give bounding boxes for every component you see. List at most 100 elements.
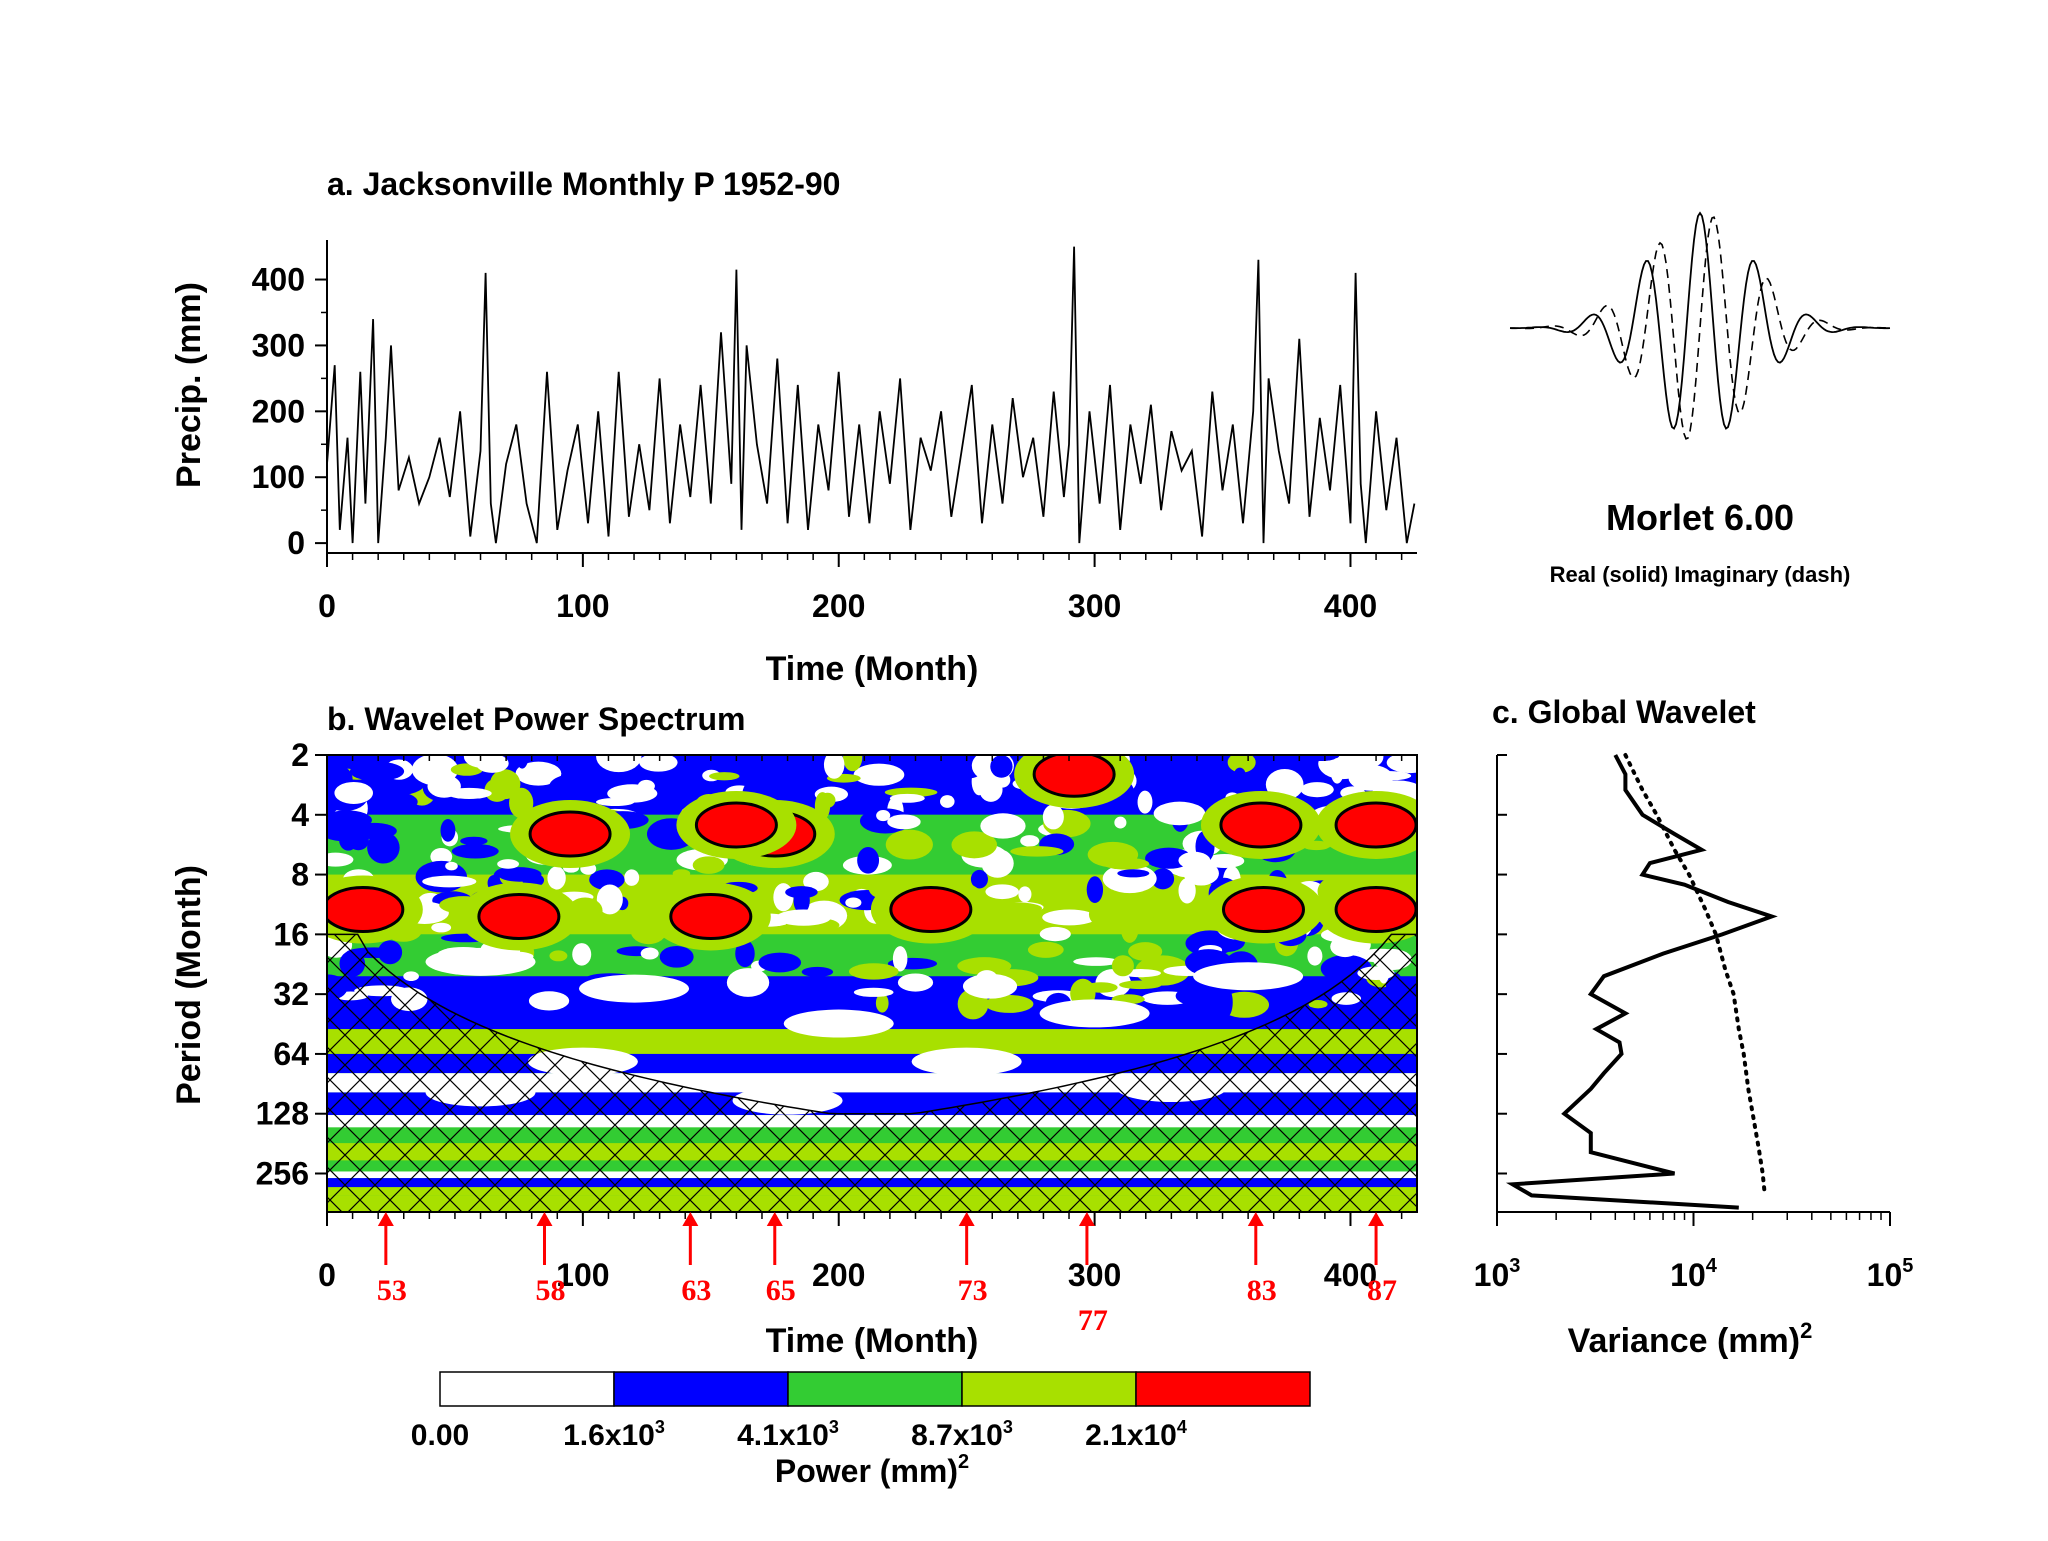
heatmap-cell xyxy=(403,971,419,982)
colorbar-tick-exp: 4 xyxy=(1177,1417,1187,1437)
colorbar-tick-label: 8.7x103 xyxy=(911,1417,1013,1452)
panel-a-ytick-label: 100 xyxy=(252,459,305,495)
heatmap-cell xyxy=(803,871,829,892)
panel-c-xtick-base: 10 xyxy=(1867,1257,1903,1293)
heatmap-cell xyxy=(848,963,899,980)
heatmap-cell xyxy=(460,836,488,846)
heatmap-cell xyxy=(1175,985,1227,1007)
colorbar-tick-label: 0.00 xyxy=(411,1419,469,1452)
heatmap-cell xyxy=(1199,756,1222,784)
panel-c-xlabel-sup: 2 xyxy=(1800,1318,1812,1343)
colorbar-tick-label: 4.1x103 xyxy=(737,1417,839,1452)
heatmap-cell xyxy=(857,846,880,874)
heatmap-cell xyxy=(845,897,862,908)
event-marker-label: 73 xyxy=(958,1274,988,1307)
heatmap-cell xyxy=(692,856,725,874)
heatmap-cell xyxy=(875,993,889,1013)
heatmap-cell xyxy=(889,793,925,803)
colorbar-segment xyxy=(961,1371,1137,1407)
heatmap-cell xyxy=(639,755,678,772)
event-marker-arrow-head xyxy=(377,1212,394,1226)
heatmap-cell xyxy=(985,884,1019,900)
panel-b-xtick-label: 200 xyxy=(812,1257,865,1293)
heatmap-cell xyxy=(726,968,770,997)
heatmap-cell xyxy=(1039,999,1150,1028)
heatmap-cell xyxy=(445,861,458,871)
event-marker-label: 58 xyxy=(535,1274,565,1307)
heatmap-cell xyxy=(897,973,934,992)
heatmap-cell xyxy=(547,866,566,890)
heatmap-cell xyxy=(853,987,894,997)
colorbar-label-base: Power (mm) xyxy=(775,1453,958,1489)
panel-a-xtick-label: 100 xyxy=(556,588,609,624)
heatmap-cell xyxy=(496,995,529,1010)
heatmap-cell xyxy=(1128,942,1163,961)
panel-a-ytick-label: 400 xyxy=(252,262,305,298)
panel-a: a. Jacksonville Monthly P 1952-90 Precip… xyxy=(170,166,1417,688)
heatmap-cell xyxy=(1102,857,1150,870)
global-wavelet-line xyxy=(1505,754,1778,1210)
panel-a-ytick-label: 0 xyxy=(287,525,305,561)
heatmap-cell xyxy=(823,755,845,779)
heatmap-cell xyxy=(981,848,1014,878)
event-marker-label: 65 xyxy=(766,1274,796,1307)
panel-c-xtick-base: 10 xyxy=(1670,1257,1706,1293)
colorbar-tick-base: 2.1x10 xyxy=(1085,1419,1177,1452)
panel-b-ytick-label: 16 xyxy=(273,916,309,952)
colorbar-tick-base: 0.00 xyxy=(411,1419,469,1452)
precip-series-line xyxy=(327,246,1416,544)
heatmap-cell xyxy=(776,909,831,926)
heatmap-cell xyxy=(1020,835,1040,847)
high-power-blob xyxy=(477,892,561,940)
heatmap-cell xyxy=(1010,846,1064,857)
heatmap-cell xyxy=(773,883,794,912)
heatmap-cell xyxy=(607,784,658,803)
colorbar-tick-base: 4.1x10 xyxy=(737,1419,829,1452)
heatmap-cell xyxy=(427,774,461,798)
heatmap-cell xyxy=(1307,946,1323,966)
panel-b-title: b. Wavelet Power Spectrum xyxy=(327,701,745,737)
heatmap-cell xyxy=(876,767,894,781)
panel-a-xtick-label: 200 xyxy=(812,588,865,624)
heatmap-cell xyxy=(1330,758,1344,784)
event-marker-label: 83 xyxy=(1247,1274,1277,1307)
high-power-blob xyxy=(1334,886,1417,934)
heatmap-cell xyxy=(1042,909,1097,926)
panel-b-axes: 2 4 8 16 32 64 128 256 0 100 200 300 400 xyxy=(256,737,1418,1293)
event-marker-label: 53 xyxy=(377,1274,407,1307)
colorbar-tick-exp: 3 xyxy=(829,1417,839,1437)
colorbar-segment xyxy=(1135,1371,1311,1407)
panel-c-xtick-exp: 4 xyxy=(1706,1255,1718,1277)
heatmap-cell xyxy=(990,755,1013,778)
heatmap-cell xyxy=(1073,957,1119,966)
morlet-subtitle: Real (solid) Imaginary (dash) xyxy=(1550,562,1851,587)
high-power-blob xyxy=(528,810,612,858)
panel-c-xtick-exp: 3 xyxy=(1509,1255,1520,1277)
heatmap-cell xyxy=(1088,900,1126,928)
heatmap-cell xyxy=(528,991,570,1011)
high-power-blob xyxy=(669,892,753,940)
colorbar-tick-base: 8.7x10 xyxy=(911,1419,1003,1452)
morlet-wavelet-curves xyxy=(1509,211,1891,440)
heatmap-cell xyxy=(709,772,740,781)
heatmap-cell xyxy=(957,957,1012,975)
heatmap-cell xyxy=(549,773,602,799)
heatmap-cell xyxy=(1153,801,1206,826)
colorbar: 0.00 1.6x103 4.1x103 8.7x103 2.1x104 Power (… xyxy=(411,1371,1311,1489)
panel-b-ytick-label: 64 xyxy=(273,1036,309,1072)
heatmap-cell xyxy=(793,887,810,914)
colorbar-tick-exp: 3 xyxy=(1003,1417,1013,1437)
heatmap-cell xyxy=(672,869,691,878)
panel-c-xlabel-base: Variance (mm) xyxy=(1568,1322,1800,1360)
panel-b-ytick-label: 256 xyxy=(256,1156,309,1192)
heatmap-cell xyxy=(735,940,755,968)
heatmap-cell xyxy=(549,950,568,962)
heatmap-cell xyxy=(463,755,503,768)
panel-b-ytick-label: 8 xyxy=(291,857,309,893)
panel-a-ylabel: Precip. (mm) xyxy=(170,282,208,488)
morlet-title: Morlet 6.00 xyxy=(1606,497,1794,538)
event-marker-arrow-head xyxy=(1247,1212,1264,1226)
panel-b-xtick-label: 300 xyxy=(1068,1257,1121,1293)
heatmap-cell xyxy=(940,795,955,808)
heatmap-cell xyxy=(589,869,625,891)
